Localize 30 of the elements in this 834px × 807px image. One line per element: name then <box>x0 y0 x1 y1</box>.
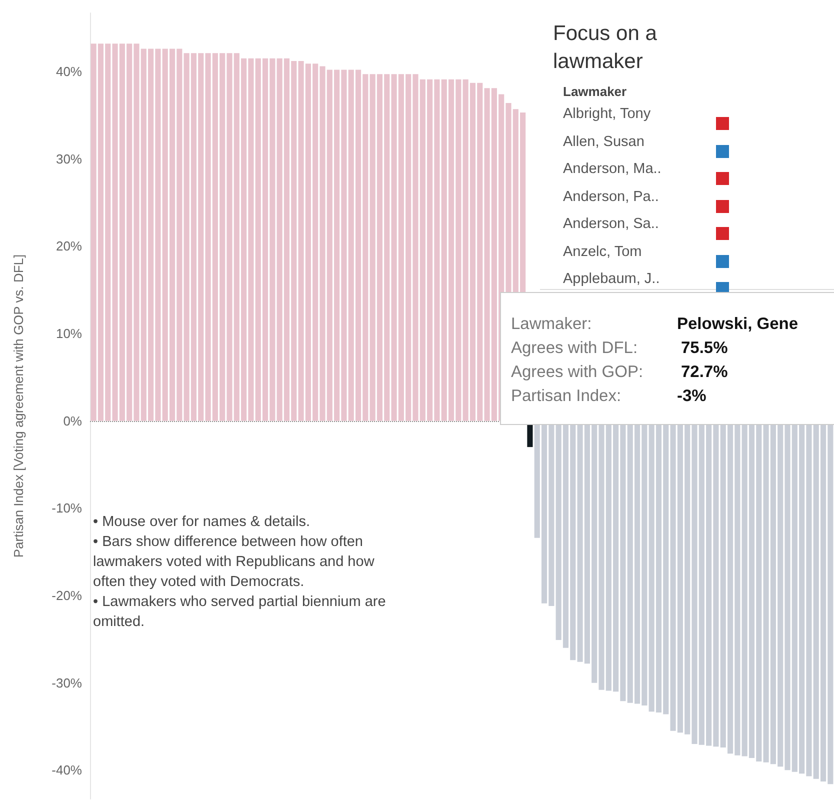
annotation: Agrees with GOP: <box>511 363 644 382</box>
annotation: 75.5% <box>681 339 728 357</box>
annotation: -3% <box>677 387 706 405</box>
annotation: • Lawmakers who served partial biennium are omitted. <box>93 593 387 632</box>
annotation: Pelowski, Gene <box>677 315 798 333</box>
annotation: Anderson, Pa.. <box>563 188 659 204</box>
annotation: Partisan Index: <box>511 387 622 406</box>
y-tick-label: -30% <box>52 675 82 690</box>
annotation: Anderson, Sa.. <box>563 216 659 232</box>
annotation: Applebaum, J.. <box>563 271 660 287</box>
annotation: 72.7% <box>681 363 728 381</box>
y-tick-label: -20% <box>52 588 82 604</box>
annotation: • Bars show difference between how often lawmakers voted with Republicans and how often they voted with Democrats. <box>93 533 376 592</box>
y-axis-title: Partisan Index [Voting agreement with GOP vs. DFL] <box>11 254 26 558</box>
annotation: Lawmaker <box>563 84 627 99</box>
y-tick-label: -40% <box>52 762 82 778</box>
annotation: • Mouse over for names & details. <box>93 513 312 532</box>
annotation: Anderson, Ma.. <box>563 161 662 177</box>
annotation: Agrees with DFL: <box>511 339 639 358</box>
annotation: Allen, Susan <box>563 134 644 150</box>
annotation: Lawmaker: <box>511 315 593 334</box>
y-tick-label: 30% <box>56 151 82 166</box>
y-tick-label: 10% <box>56 326 82 342</box>
annotation: Albright, Tony <box>563 106 651 122</box>
annotation: Anzelc, Tom <box>563 244 642 260</box>
y-tick-label: 0% <box>63 413 82 428</box>
y-tick-label: 40% <box>56 64 82 80</box>
y-tick-label: -10% <box>52 500 82 516</box>
annotation: Focus on a lawmaker <box>553 21 658 75</box>
y-tick-label: 20% <box>56 238 82 254</box>
